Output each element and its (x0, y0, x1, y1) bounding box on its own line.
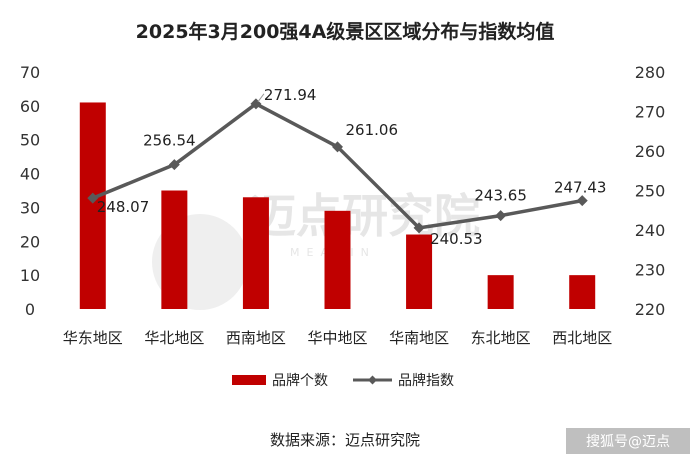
category-label: 华南地区 (389, 329, 449, 347)
legend-swatch-bar (232, 375, 266, 385)
right-tick-label: 240 (635, 221, 666, 240)
legend: 品牌个数 品牌指数 (232, 372, 454, 389)
left-tick-label: 30 (20, 198, 40, 217)
category-label: 华北地区 (144, 329, 204, 347)
legend-marker (368, 375, 377, 385)
category-label: 华东地区 (63, 329, 123, 347)
data-label: 261.06 (346, 121, 399, 139)
data-label: 243.65 (474, 187, 527, 205)
line-point-0 (87, 192, 99, 204)
legend-label-line: 品牌指数 (398, 372, 454, 389)
left-tick-label: 40 (20, 165, 40, 184)
right-tick-label: 260 (635, 142, 666, 161)
chart-title: 2025年3月200强4A级景区区域分布与指数均值 (136, 20, 555, 43)
line-point-3 (332, 141, 343, 153)
bar-1 (161, 190, 188, 309)
line-point-1 (168, 159, 180, 171)
line-series (87, 98, 588, 234)
left-tick-label: 0 (25, 300, 35, 319)
brand-badge: 搜狐号@迈点 (566, 428, 690, 454)
right-axis: 220 230 240 250 260 270 280 (635, 63, 666, 319)
line-point-6 (576, 195, 588, 207)
data-label: 256.54 (143, 132, 196, 150)
line-point-5 (495, 210, 507, 222)
left-tick-label: 10 (20, 266, 40, 285)
category-label: 西南地区 (226, 329, 286, 347)
data-label: 271.94 (264, 86, 317, 104)
bar-2 (242, 197, 269, 309)
line-point-4 (413, 222, 425, 234)
bar-series (79, 102, 596, 309)
right-tick-label: 270 (635, 103, 666, 122)
category-label: 东北地区 (471, 329, 531, 347)
data-label: 248.07 (97, 198, 149, 216)
bar-0 (79, 102, 106, 309)
bar-4 (406, 234, 433, 309)
category-label: 华中地区 (307, 329, 367, 347)
source-note: 数据来源：迈点研究院 (270, 431, 420, 449)
watermark-text: 迈点研究院 (250, 189, 480, 243)
left-tick-label: 20 (20, 232, 40, 251)
bar-5 (487, 275, 514, 309)
left-tick-label: 60 (20, 97, 40, 116)
category-axis: 华东地区 华北地区 西南地区 华中地区 华南地区 东北地区 西北地区 (63, 329, 612, 347)
left-tick-label: 50 (20, 131, 40, 150)
left-axis: 0 10 20 30 40 50 60 70 (20, 63, 40, 319)
bar-3 (324, 210, 351, 309)
leader-line (257, 93, 265, 103)
left-tick-label: 70 (20, 63, 40, 82)
right-tick-label: 220 (635, 300, 666, 319)
category-label: 西北地区 (552, 329, 612, 347)
legend-label-bar: 品牌个数 (272, 372, 328, 389)
right-tick-label: 280 (635, 63, 666, 82)
data-label: 240.53 (430, 230, 483, 248)
right-tick-label: 230 (635, 261, 666, 280)
bar-6 (569, 275, 596, 309)
right-tick-label: 250 (635, 182, 666, 201)
data-label: 247.43 (554, 179, 607, 197)
brand-text: 搜狐号@迈点 (586, 434, 670, 450)
data-labels: 248.07 256.54 271.94 261.06 240.53 243.65 247.… (97, 86, 607, 248)
